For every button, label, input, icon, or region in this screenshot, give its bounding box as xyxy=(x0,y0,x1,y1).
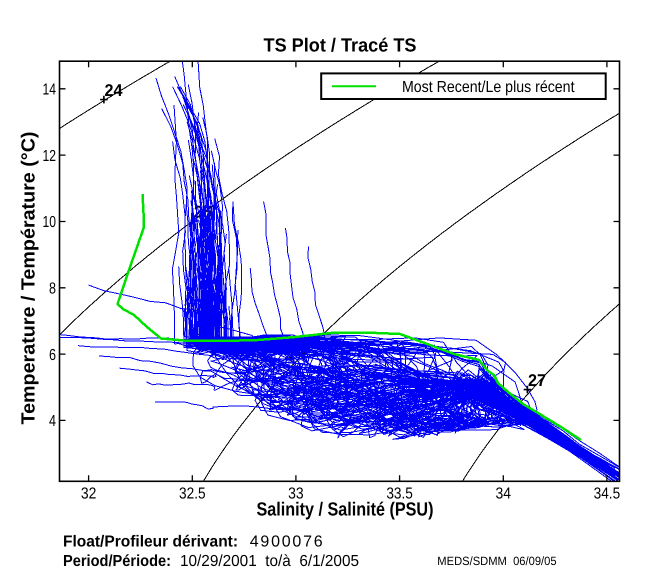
svg-text:+: + xyxy=(287,350,296,367)
svg-text:4: 4 xyxy=(49,413,56,430)
svg-text:27: 27 xyxy=(528,371,546,390)
svg-text:8: 8 xyxy=(49,281,56,298)
svg-text:32.5: 32.5 xyxy=(179,486,206,503)
svg-text:Period/Période:: Period/Période: xyxy=(63,553,171,570)
svg-text:24: 24 xyxy=(105,81,124,100)
svg-text:+: + xyxy=(100,92,109,109)
svg-text:32: 32 xyxy=(81,486,97,503)
svg-text:Salinity / Salinité (PSU): Salinity / Salinité (PSU) xyxy=(257,500,434,521)
svg-text:+: + xyxy=(523,382,532,399)
svg-text:14: 14 xyxy=(43,82,57,99)
svg-text:34.5: 34.5 xyxy=(594,486,621,503)
svg-text:33: 33 xyxy=(288,486,304,503)
svg-text:34: 34 xyxy=(496,486,512,503)
svg-text:Most Recent/Le plus récent: Most Recent/Le plus récent xyxy=(402,79,575,96)
svg-text:Temperature / Température (°C): Temperature / Température (°C) xyxy=(19,131,40,424)
svg-text:6: 6 xyxy=(49,347,56,364)
svg-text:TS Plot / Tracé TS: TS Plot / Tracé TS xyxy=(264,36,417,57)
svg-text:33.5: 33.5 xyxy=(386,486,413,503)
svg-text:4900076: 4900076 xyxy=(250,533,323,550)
svg-text:12: 12 xyxy=(43,148,57,165)
svg-text:10: 10 xyxy=(43,214,57,231)
svg-text:Float/Profileur dérivant:: Float/Profileur dérivant: xyxy=(63,533,238,550)
svg-text:10/29/2001 to/à 6/1/2005: 10/29/2001 to/à 6/1/2005 xyxy=(180,553,359,570)
svg-text:MEDS/SDMM 06/09/05: MEDS/SDMM 06/09/05 xyxy=(437,554,557,568)
